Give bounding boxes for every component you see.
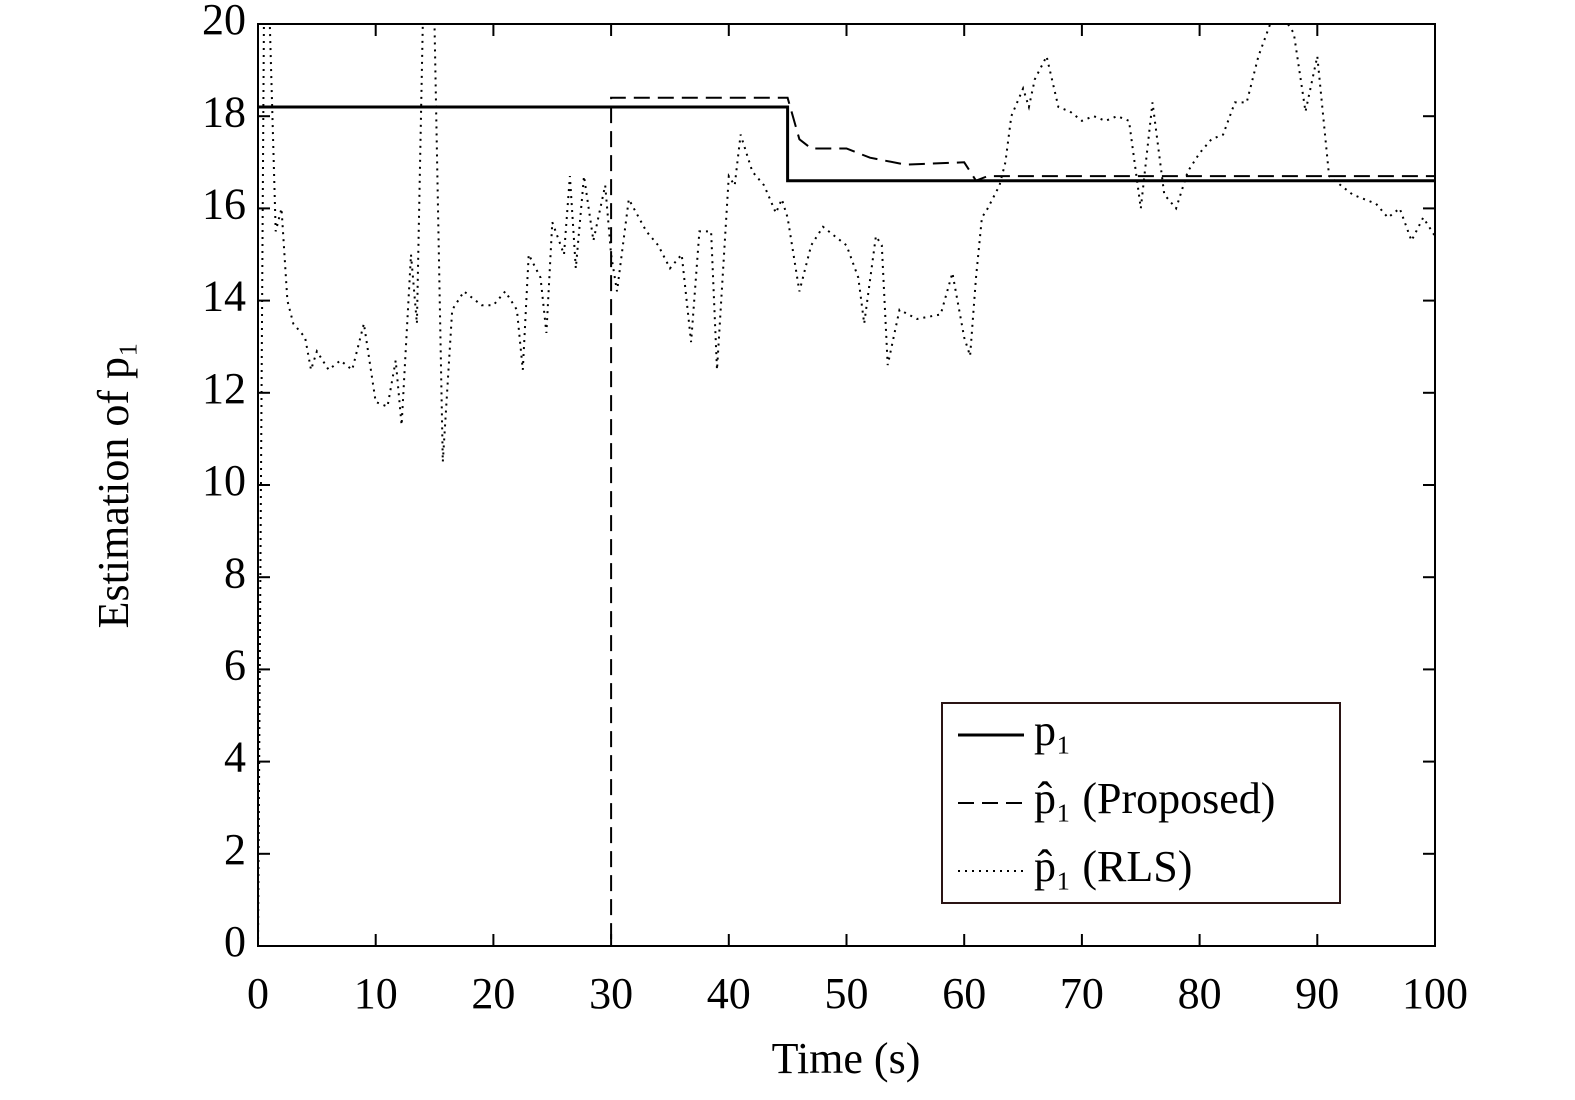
x-tick-label: 90: [1295, 969, 1339, 1018]
series-line: [258, 105, 1435, 183]
y-tick-label: 20: [202, 0, 246, 44]
series-line: [258, 96, 1435, 947]
y-tick-label: 4: [224, 733, 246, 782]
x-tick-label: 100: [1402, 969, 1468, 1018]
y-axis-label: Estimation of p₁: [89, 342, 138, 629]
legend-label: p̂₁ (Proposed): [1034, 774, 1275, 823]
y-tick-label: 2: [224, 825, 246, 874]
y-tick-label: 6: [224, 640, 246, 689]
x-tick-label: 0: [247, 969, 269, 1018]
legend-label: p₁: [1034, 706, 1071, 755]
series-line: [257, 23, 1436, 947]
x-tick-label: 50: [825, 969, 869, 1018]
y-tick-label: 18: [202, 87, 246, 136]
legend-label: p̂₁ (RLS): [1034, 842, 1192, 891]
y-tick-label: 10: [202, 456, 246, 505]
y-tick-label: 16: [202, 179, 246, 228]
x-tick-label: 60: [942, 969, 986, 1018]
x-tick-label: 20: [471, 969, 515, 1018]
y-tick-label: 14: [202, 272, 246, 321]
y-tick-label: 8: [224, 548, 246, 597]
y-tick-label: 0: [224, 917, 246, 966]
y-tick-label: 12: [202, 364, 246, 413]
x-tick-label: 10: [354, 969, 398, 1018]
x-tick-label: 40: [707, 969, 751, 1018]
x-tick-label: 70: [1060, 969, 1104, 1018]
x-tick-label: 30: [589, 969, 633, 1018]
x-tick-label: 80: [1178, 969, 1222, 1018]
x-axis-label: Time (s): [772, 1034, 921, 1083]
